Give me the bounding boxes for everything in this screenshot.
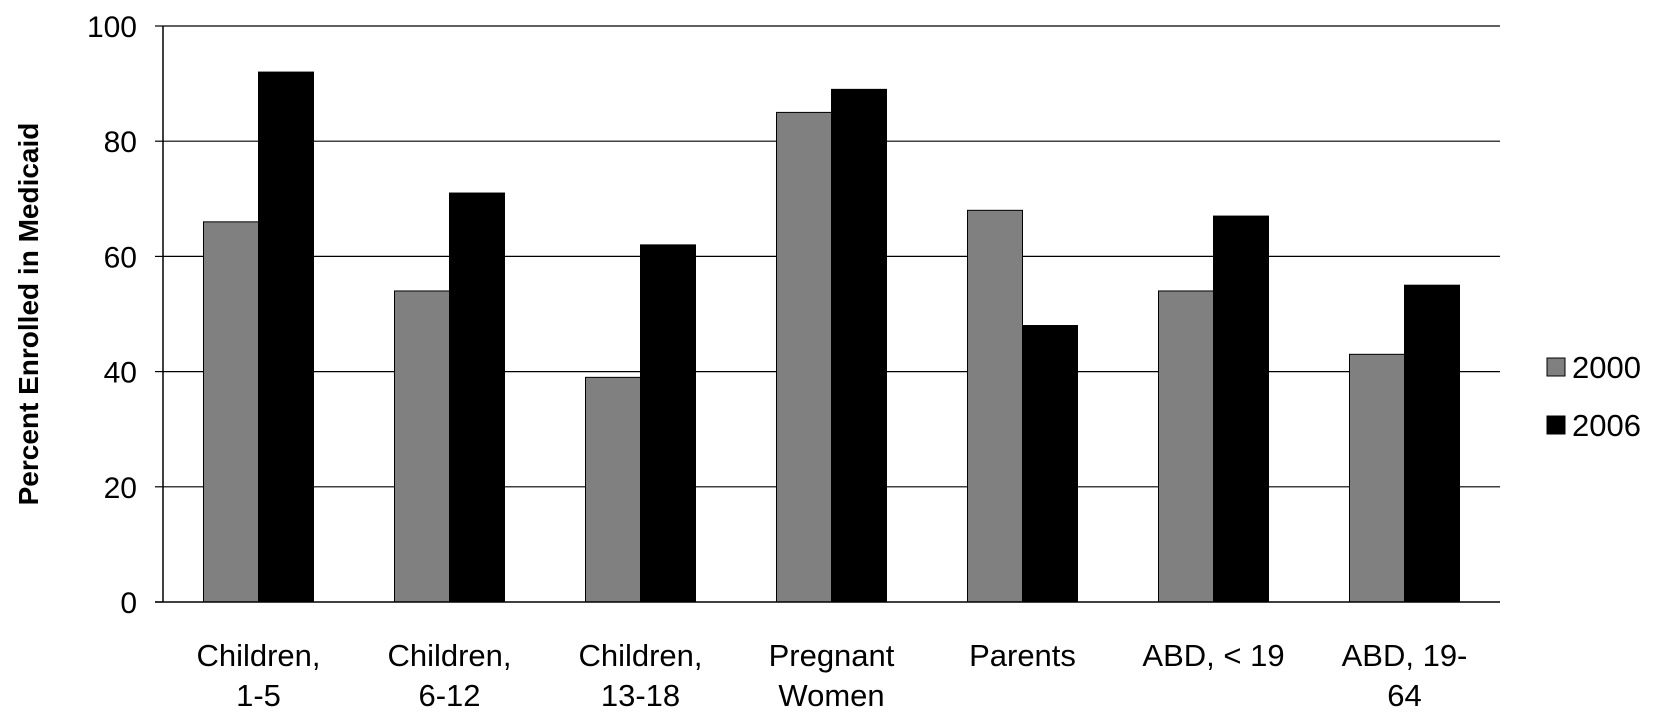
bar-2006 [1404,284,1460,603]
bar-2000 [394,290,450,603]
x-category-label: ABD, 19- [1342,638,1468,673]
y-tick-label: 0 [120,587,137,620]
x-category-label: Children, [196,638,320,673]
y-tick-label: 20 [104,472,137,505]
x-category-label: 1-5 [236,678,281,713]
x-category-label: ABD, < 19 [1142,638,1284,673]
y-tick-label: 60 [104,241,137,274]
bar-2006 [449,192,505,603]
x-category-label: Parents [969,638,1076,673]
bar-2000 [203,221,259,603]
bar-2000 [776,111,832,603]
legend-label-2000: 2000 [1572,350,1641,385]
legend-swatch-2006 [1546,415,1566,435]
x-category-label: Pregnant [769,638,895,673]
legend-swatch-2000 [1546,357,1566,377]
y-tick-labels: 0 20 40 60 80 100 [87,11,163,620]
y-tick-label: 80 [104,126,137,159]
bar-2006 [1022,325,1078,603]
bar-2006 [640,244,696,603]
bar-2000 [1349,353,1405,603]
x-category-labels: Children, 1-5 Children, 6-12 Children, 13-18 P… [196,638,1467,713]
legend: 2000 2006 [1546,350,1641,443]
bar-2000 [585,376,641,603]
x-category-label: Children, [578,638,702,673]
bar-2006 [1213,215,1269,603]
bars [203,71,1460,603]
y-axis-label: Percent Enrolled in Medicaid [13,123,44,506]
bar-2006 [831,88,887,603]
legend-label-2006: 2006 [1572,408,1641,443]
x-category-label: Women [778,678,884,713]
y-tick-label: 40 [104,357,137,390]
x-category-label: 13-18 [601,678,680,713]
bar-2000 [1158,290,1214,603]
x-category-label: 6-12 [418,678,480,713]
axes [155,26,1500,603]
y-tick-label: 100 [87,11,137,44]
bar-2006 [258,71,314,603]
x-category-label: Children, [387,638,511,673]
bar-2000 [967,209,1023,603]
x-category-label: 64 [1387,678,1421,713]
